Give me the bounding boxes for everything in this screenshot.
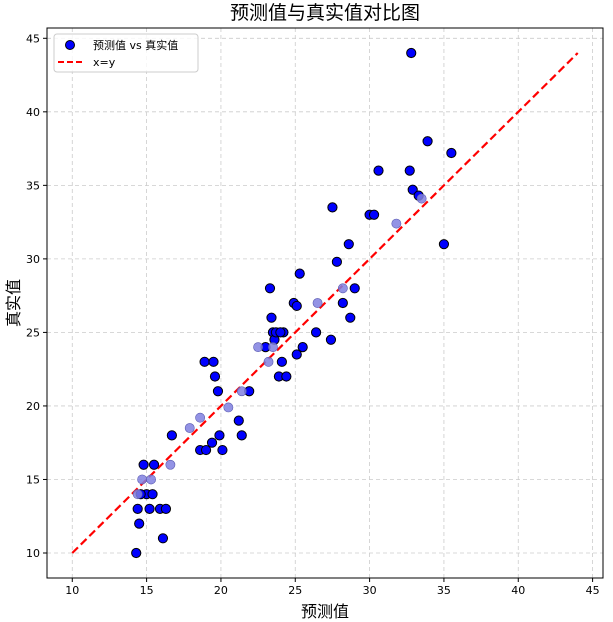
y-axis-ticks: 10 15 20 25 30 35 40 45 <box>26 32 47 560</box>
data-point <box>422 136 433 147</box>
data-point <box>327 202 338 213</box>
data-point <box>406 47 417 59</box>
data-point-faded <box>146 474 156 485</box>
data-point <box>148 459 160 470</box>
data-point-faded <box>416 193 427 204</box>
data-point <box>337 297 348 309</box>
data-points <box>131 47 457 559</box>
x-tick-label: 15 <box>140 584 154 597</box>
legend-box <box>53 33 199 73</box>
x-tick-label: 10 <box>65 584 79 597</box>
data-point-faded <box>263 356 274 367</box>
data-point <box>266 312 277 323</box>
data-point <box>200 444 212 456</box>
data-point <box>208 356 219 367</box>
data-point-faded <box>184 423 195 433</box>
data-point <box>281 371 292 382</box>
x-tick-label: 40 <box>511 584 525 597</box>
data-point <box>373 165 384 176</box>
data-point-faded <box>391 218 402 229</box>
data-point <box>212 386 224 397</box>
y-tick-label: 10 <box>26 547 40 560</box>
plot-frame <box>46 27 604 579</box>
reference-line <box>71 52 579 554</box>
data-point <box>166 430 177 441</box>
data-point <box>446 147 457 159</box>
data-point <box>144 503 155 514</box>
data-point <box>310 327 322 338</box>
y-tick-label: 20 <box>26 400 40 413</box>
data-point <box>343 239 354 250</box>
data-point <box>294 268 305 279</box>
data-point <box>368 209 380 220</box>
data-point-faded <box>268 342 278 353</box>
data-point <box>138 459 149 470</box>
data-point <box>160 503 172 514</box>
data-point <box>209 371 221 382</box>
y-tick-label: 45 <box>26 32 40 45</box>
data-point-faded <box>223 402 234 413</box>
data-point <box>291 349 302 360</box>
data-point <box>407 184 418 195</box>
chart-title: 预测值与真实值对比图 <box>230 2 420 24</box>
x-tick-label: 30 <box>363 584 377 597</box>
data-point-faded <box>312 298 323 308</box>
data-point <box>206 437 218 448</box>
y-tick-label: 15 <box>26 473 40 486</box>
data-point <box>325 334 337 345</box>
data-point <box>214 430 225 441</box>
y-axis-label: 真实值 <box>4 279 23 327</box>
data-point <box>291 300 302 312</box>
data-point-faded <box>165 459 176 470</box>
data-point <box>199 356 210 367</box>
data-point-faded <box>236 386 247 397</box>
data-point <box>131 547 142 559</box>
data-point-faded <box>253 342 264 353</box>
data-point <box>297 342 308 353</box>
data-point <box>345 312 356 323</box>
data-point <box>236 430 247 441</box>
legend-label-line: x=y <box>93 56 116 69</box>
data-point <box>349 283 360 294</box>
data-point <box>276 356 287 367</box>
y-tick-label: 40 <box>26 106 40 119</box>
data-point <box>132 503 143 514</box>
data-point <box>404 165 415 176</box>
data-point <box>147 489 158 500</box>
x-axis-label: 预测值 <box>301 602 349 621</box>
legend-label-scatter: 预测值 vs 真实值 <box>93 38 178 52</box>
data-point-faded <box>132 489 143 500</box>
data-point <box>438 239 450 250</box>
data-point <box>331 256 342 267</box>
x-axis-ticks: 10 15 20 25 30 35 40 45 <box>65 578 600 597</box>
data-point-faded <box>137 474 148 485</box>
data-point <box>275 327 286 338</box>
y-tick-label: 25 <box>26 326 40 339</box>
x-tick-label: 25 <box>288 584 302 597</box>
data-point <box>233 415 244 426</box>
data-point-faded <box>195 412 206 423</box>
x-tick-label: 45 <box>586 584 600 597</box>
legend-marker-scatter <box>65 40 75 50</box>
y-tick-label: 35 <box>26 179 40 192</box>
data-point-faded <box>337 283 348 294</box>
x-tick-label: 35 <box>437 584 451 597</box>
data-point <box>134 518 145 529</box>
y-tick-label: 30 <box>26 253 40 266</box>
x-equals-y-line <box>71 52 579 554</box>
data-point <box>217 444 228 456</box>
x-tick-label: 20 <box>214 584 228 597</box>
data-point <box>264 283 276 294</box>
data-point <box>157 533 169 544</box>
legend: 预测值 vs 真实值 x=y <box>53 33 199 73</box>
